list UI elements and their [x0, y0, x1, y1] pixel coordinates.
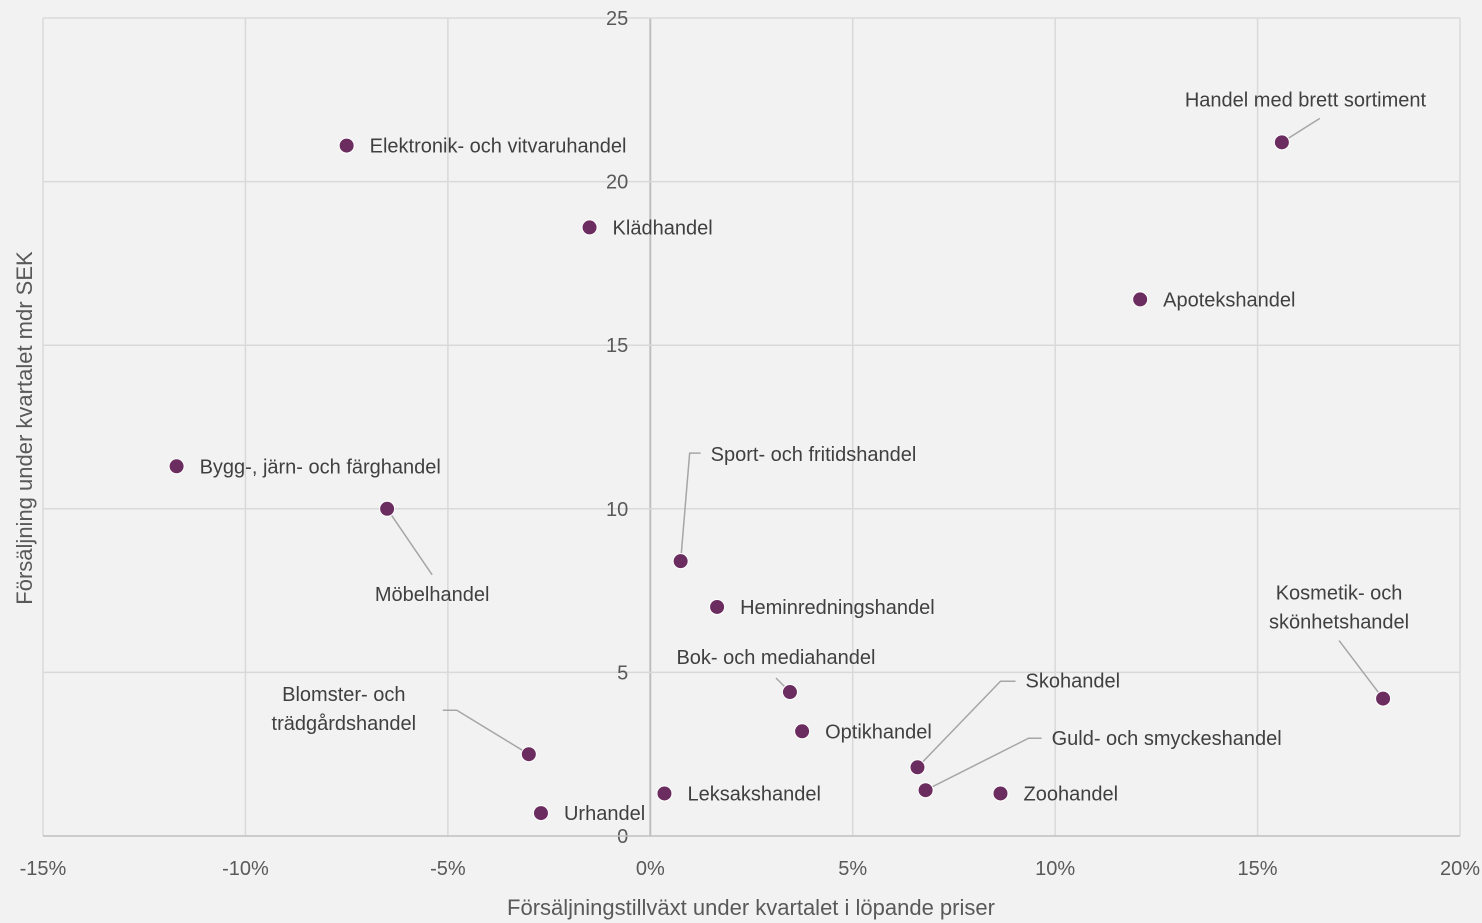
- data-point: [1375, 690, 1392, 707]
- y-tick-label: 0: [617, 826, 628, 848]
- y-tick-label: 15: [606, 335, 628, 357]
- y-tick-label: 20: [606, 172, 628, 194]
- point-label: Skohandel: [1025, 670, 1120, 692]
- y-axis-title: Försäljning under kvartalet mdr SEK: [12, 251, 37, 605]
- point-label: Blomster- och trädgårdshandel: [272, 684, 417, 735]
- y-tick-label: 10: [606, 499, 628, 521]
- data-point: [581, 219, 598, 236]
- axes: -15% -10% -5% 0% 5% 10% 15% 20% 0 5 10 15 20 25: [20, 8, 1481, 880]
- data-point: [917, 782, 934, 799]
- data-point: [532, 805, 549, 822]
- leader-line: [442, 709, 530, 755]
- leader-line: [1338, 640, 1384, 700]
- data-points: [168, 134, 1392, 822]
- point-label: Sport- och fritidshandel: [711, 444, 917, 466]
- x-tick-label: 5%: [838, 858, 867, 880]
- data-point: [656, 785, 673, 802]
- data-point: [338, 137, 355, 154]
- point-label: Möbelhandel: [375, 584, 490, 606]
- data-point: [1132, 291, 1149, 308]
- point-label: Bygg-, järn- och färghandel: [200, 456, 441, 478]
- data-point: [1273, 134, 1290, 151]
- point-labels: Handel med brett sortiment Elektronik- oc…: [200, 89, 1427, 825]
- point-label: Elektronik- och vitvaruhandel: [370, 136, 627, 158]
- x-tick-label: 20%: [1440, 858, 1480, 880]
- data-point: [992, 785, 1009, 802]
- y-tick-label: 25: [606, 8, 628, 30]
- point-label: Heminredningshandel: [740, 597, 935, 619]
- point-label-line: skönhetshandel: [1269, 612, 1409, 634]
- point-label-line: trädgårdshandel: [272, 713, 417, 735]
- point-label: Handel med brett sortiment: [1185, 89, 1427, 111]
- x-tick-label: -5%: [430, 858, 466, 880]
- x-tick-label: 10%: [1035, 858, 1075, 880]
- x-tick-label: 0%: [636, 858, 665, 880]
- point-label-line: Blomster- och: [282, 684, 405, 706]
- gridlines: [42, 17, 1461, 836]
- point-label: Bok- och mediahandel: [676, 647, 875, 669]
- point-label: Urhandel: [564, 803, 645, 825]
- leader-line: [925, 737, 1042, 791]
- point-label: Optikhandel: [825, 721, 932, 743]
- point-label: Guld- och smyckeshandel: [1052, 728, 1282, 750]
- point-label: Apotekshandel: [1163, 289, 1295, 311]
- data-point: [672, 553, 689, 570]
- data-point: [709, 598, 726, 615]
- data-point: [520, 746, 537, 763]
- point-label: Zoohandel: [1023, 783, 1118, 805]
- point-label: Klädhandel: [613, 217, 713, 239]
- y-tick-label: 5: [617, 662, 628, 684]
- data-point: [168, 458, 185, 475]
- point-label-line: Kosmetik- och: [1276, 583, 1403, 605]
- leader-line: [679, 452, 701, 562]
- point-label: Leksakshandel: [687, 783, 820, 805]
- data-point: [379, 500, 396, 517]
- leader-line: [916, 680, 1016, 768]
- data-point: [909, 759, 926, 776]
- x-tick-label: 15%: [1238, 858, 1278, 880]
- x-tick-label: -10%: [222, 858, 269, 880]
- x-tick-label: -15%: [20, 858, 67, 880]
- data-point: [794, 723, 811, 740]
- point-label: Kosmetik- och skönhetshandel: [1269, 583, 1409, 634]
- x-axis-title: Försäljningstillväxt under kvartalet i l…: [507, 895, 995, 920]
- data-point: [781, 684, 798, 701]
- leader-line: [386, 508, 433, 576]
